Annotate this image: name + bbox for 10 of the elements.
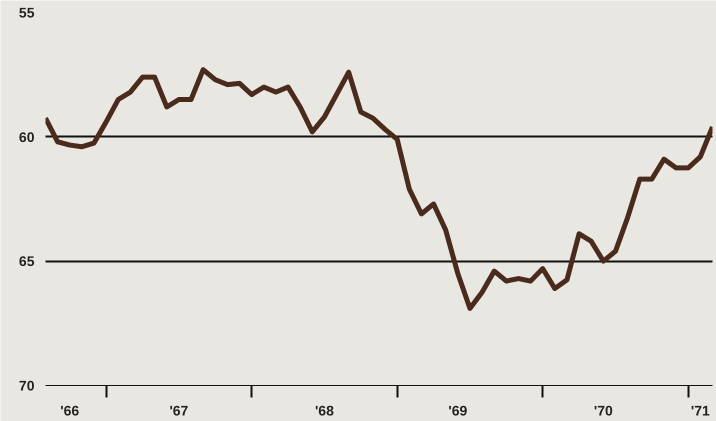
x-tick-label: '70 bbox=[594, 402, 614, 418]
x-tick-label: '71 bbox=[690, 402, 710, 418]
y-tick-label: 60 bbox=[18, 128, 35, 145]
x-tick-label: '68 bbox=[314, 402, 334, 418]
y-tick-label: 65 bbox=[18, 253, 35, 270]
x-tick-label: '66 bbox=[60, 402, 80, 418]
y-tick-label: 70 bbox=[18, 378, 35, 394]
y-tick-label: 55 bbox=[18, 4, 35, 20]
x-tick-label: '67 bbox=[169, 402, 189, 418]
x-tick-label: '69 bbox=[448, 402, 468, 418]
